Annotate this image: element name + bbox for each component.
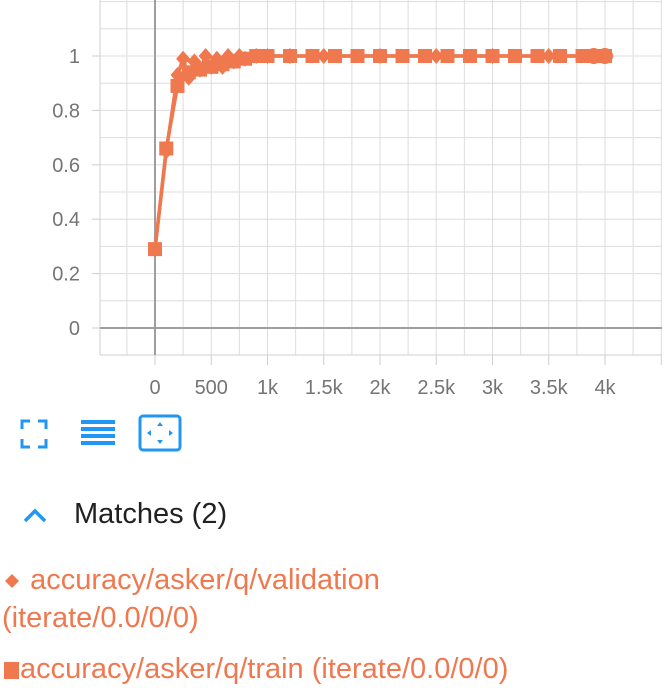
x-tick-label: 0 [149,377,160,399]
chevron-up-icon[interactable] [22,505,48,525]
toggle-log-scale-button[interactable] [77,414,119,454]
data-point-square [181,65,196,80]
x-tick-label: 3.5k [530,377,569,399]
match-label: accuracy/asker/q/validation (iterate/0.0… [2,564,380,634]
fullscreen-button[interactable] [16,414,58,454]
x-tick-label: 2.5k [417,377,456,399]
data-point-square [508,49,522,63]
data-point-circle [585,48,602,64]
fullscreen-icon [20,419,48,449]
data-point-square [485,49,500,63]
data-point-square [170,78,185,93]
data-point-square [395,49,410,63]
data-point-square [215,57,230,72]
y-tick-label: 0.4 [52,209,80,231]
data-point-square [553,49,567,63]
y-tick-label: 0 [69,318,80,340]
x-tick-label: 1.5k [305,377,344,399]
chart-tick-labels: 0 500 1k 1.5k 2k 2.5k 3k 3.5k 4k 0 0.2 0.4 0.6 0.8 1 [52,46,616,399]
data-point-square [530,49,545,63]
data-point-diamond [187,53,202,70]
y-tick-label: 0.8 [52,100,80,122]
x-tick-label: 1k [257,377,279,399]
chart-series [148,48,613,258]
x-tick-label: 4k [594,377,616,399]
data-point-square [418,49,432,63]
line-chart[interactable]: 0 500 1k 1.5k 2k 2.5k 3k 3.5k 4k 0 0.2 0.4 0.6 0.8 1 [0,0,664,400]
y-tick-label: 0.2 [52,264,80,286]
data-point-square [305,49,320,63]
match-label: accuracy/asker/q/train (iterate/0.0/0/0) [20,653,509,685]
chart-axes [92,0,662,365]
data-point-square [260,49,275,63]
data-point-square [328,49,342,63]
match-item-train: accuracy/asker/q/train (iterate/0.0/0/0) [2,650,662,688]
data-point-square [159,141,174,156]
list-icon [81,420,115,445]
fit-domain-button[interactable] [138,414,182,454]
data-point-square [193,62,207,77]
chart-toolbar [16,414,199,454]
data-point-square [204,59,219,74]
data-point-diamond [176,50,191,67]
y-tick-label: 1 [69,46,80,68]
y-tick-label: 0.6 [52,155,80,177]
data-point-square [148,242,162,257]
diamond-marker-icon [5,574,19,589]
matches-title: Matches (2) [74,498,228,530]
data-point-square [249,49,264,63]
data-point-square [226,54,241,69]
square-marker-icon [4,662,19,680]
match-item-validation: accuracy/asker/q/validation (iterate/0.0… [2,561,562,637]
x-tick-label: 500 [195,377,228,399]
data-point-circle [597,48,613,64]
data-point-square [238,51,252,66]
data-point-square [350,49,365,63]
data-point-square [440,49,455,63]
data-point-square [373,49,387,63]
data-point-square [463,49,477,63]
x-tick-label: 3k [482,377,504,399]
x-tick-label: 2k [369,377,391,399]
matches-header[interactable]: Matches (2) [22,498,227,531]
fit-domain-icon [138,414,182,452]
data-point-square [283,49,297,63]
data-point-square [575,49,590,63]
